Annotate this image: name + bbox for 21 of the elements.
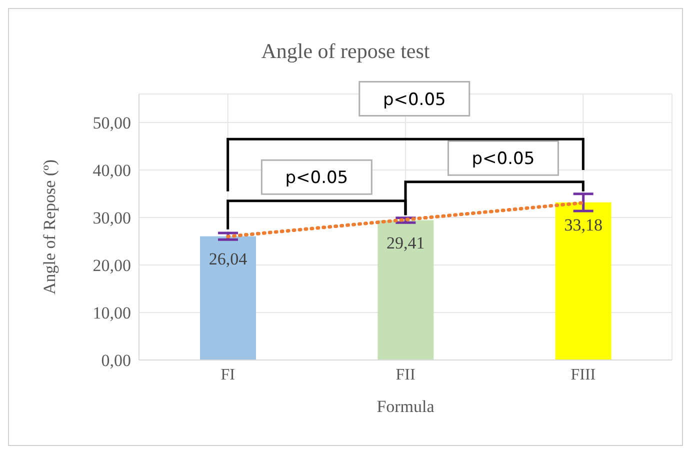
- data-label: 33,18: [564, 215, 602, 234]
- y-tick-label: 10,00: [92, 304, 131, 323]
- annotation: p<0.05: [382, 90, 446, 110]
- x-tick-label: FI: [220, 366, 235, 384]
- bar: [378, 220, 434, 360]
- bar: [555, 202, 612, 360]
- y-tick-label: 50,00: [92, 114, 131, 133]
- x-tick-label: FIII: [570, 366, 596, 384]
- annotation: p<0.05: [472, 149, 535, 170]
- data-label: 29,41: [386, 233, 425, 252]
- x-tick-label: FII: [396, 366, 416, 384]
- y-axis-title: Angle of Repose (º): [40, 159, 60, 295]
- y-tick-label: 40,00: [92, 161, 131, 180]
- bar: [200, 236, 256, 360]
- x-axis-title: Formula: [376, 397, 435, 416]
- y-tick-label: 0,00: [101, 351, 131, 370]
- annotation: p<0.05: [285, 168, 348, 188]
- data-label: 26,04: [208, 249, 248, 268]
- chart-title: Angle of repose test: [260, 39, 431, 64]
- y-tick-label: 20,00: [92, 256, 131, 276]
- y-tick-label: 30,00: [92, 208, 131, 228]
